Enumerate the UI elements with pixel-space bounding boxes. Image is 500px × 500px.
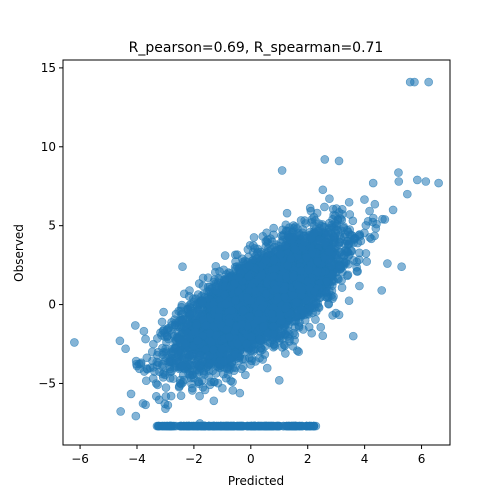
data-point (380, 215, 390, 224)
data-point (318, 331, 328, 340)
data-point (185, 286, 194, 295)
data-point (131, 411, 141, 421)
data-point (157, 317, 167, 327)
data-point (164, 357, 173, 366)
data-point (211, 262, 221, 271)
data-point (370, 199, 380, 209)
data-point (222, 364, 232, 374)
data-point (175, 378, 185, 388)
data-point (141, 334, 150, 344)
data-point (332, 204, 341, 213)
data-point (126, 389, 136, 399)
data-point (282, 208, 292, 218)
data-point (232, 250, 242, 259)
data-point (154, 395, 164, 405)
data-point (165, 373, 175, 383)
data-point (138, 399, 148, 408)
data-point (355, 248, 364, 258)
data-point (188, 383, 197, 393)
data-point (362, 257, 371, 266)
data-point (131, 321, 140, 330)
data-point (394, 168, 403, 177)
data-point (262, 363, 272, 373)
data-point (153, 380, 162, 390)
data-point (260, 350, 270, 359)
data-point (176, 391, 186, 400)
data-point (220, 251, 230, 260)
data-point (316, 322, 326, 332)
data-point (159, 307, 168, 317)
data-point (365, 206, 374, 216)
data-point (139, 326, 149, 336)
chart-title: R_pearson=0.69, R_spearman=0.71 (129, 40, 384, 56)
data-point (198, 281, 208, 291)
data-point (161, 383, 171, 392)
data-point (249, 233, 259, 242)
data-point (141, 376, 151, 386)
data-point (325, 194, 334, 203)
data-point (331, 308, 341, 318)
points-layer (70, 77, 443, 431)
data-point (153, 334, 162, 343)
data-point (355, 281, 364, 291)
data-point (241, 370, 250, 380)
data-point (353, 267, 362, 276)
data-point (318, 185, 328, 195)
data-point (344, 296, 354, 306)
data-point (320, 202, 329, 212)
data-point (116, 407, 125, 416)
data-point (269, 223, 278, 233)
